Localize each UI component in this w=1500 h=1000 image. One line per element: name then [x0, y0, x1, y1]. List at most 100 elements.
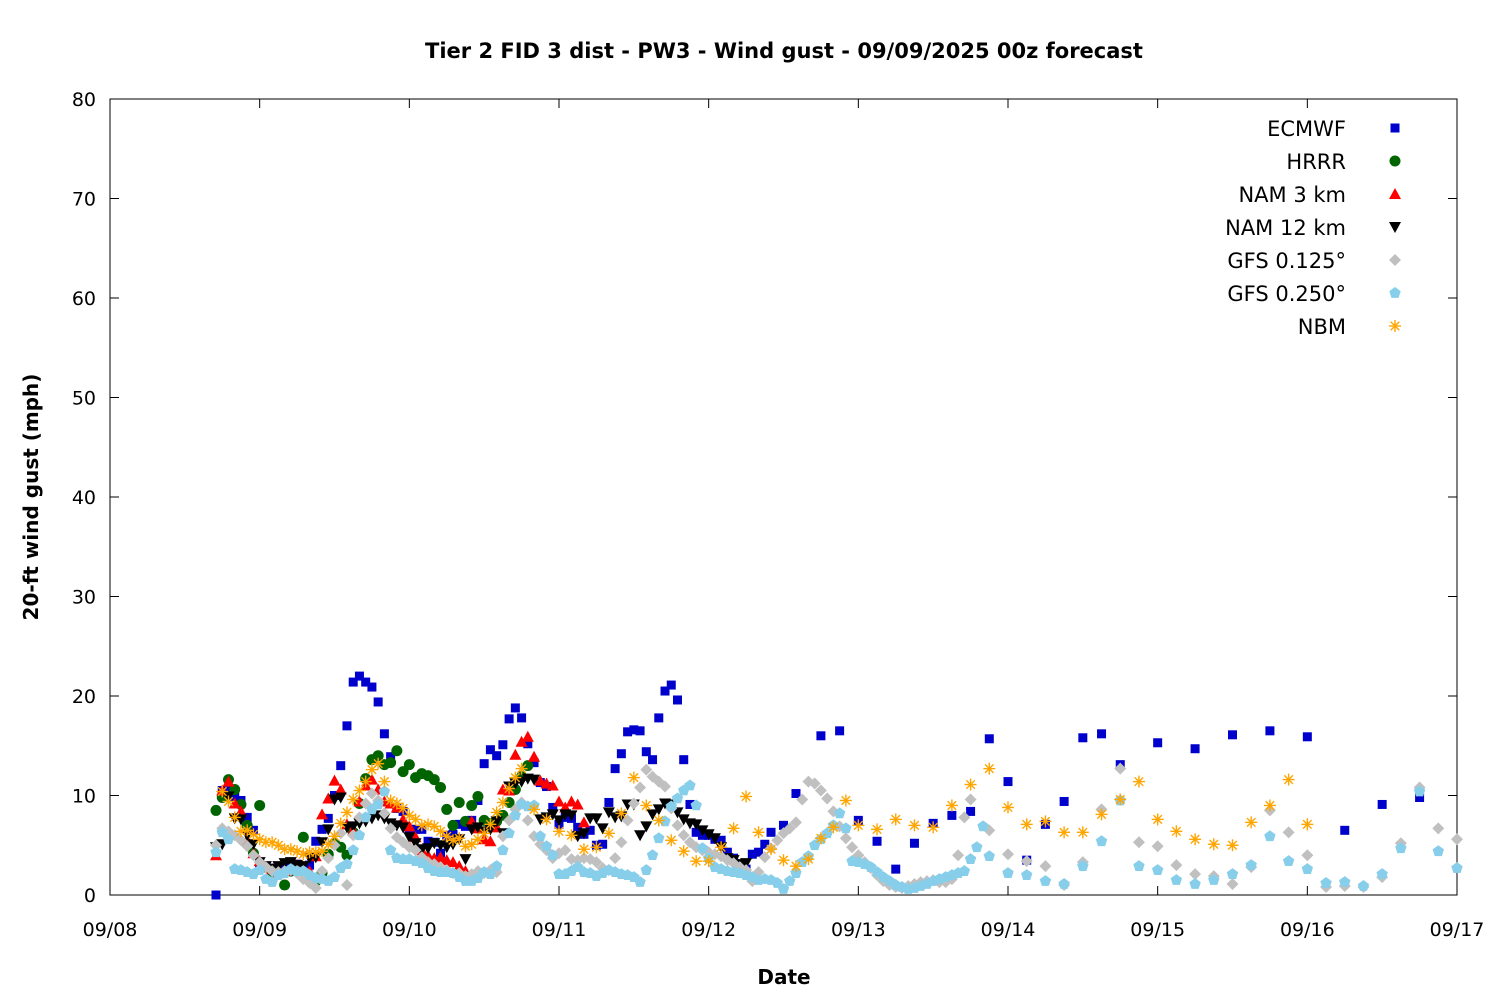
data-point — [353, 784, 366, 797]
data-point — [1226, 839, 1239, 852]
data-point — [760, 839, 770, 849]
data-point — [1282, 826, 1295, 839]
data-point — [983, 762, 996, 775]
data-point — [228, 797, 241, 809]
data-point — [334, 783, 347, 795]
data-point — [889, 813, 902, 826]
legend-marker — [1389, 320, 1401, 332]
data-point — [945, 799, 958, 812]
data-point — [1039, 815, 1052, 828]
data-point — [216, 826, 228, 838]
data-point — [509, 771, 522, 784]
data-point — [521, 730, 534, 742]
data-point — [646, 849, 659, 861]
data-point — [623, 727, 633, 737]
y-axis-title: 20-ft wind gust (mph) — [19, 374, 43, 621]
data-point — [615, 807, 628, 820]
data-point — [384, 844, 397, 856]
data-point — [241, 840, 254, 853]
data-point — [577, 828, 590, 840]
data-point — [839, 832, 852, 845]
data-point — [253, 864, 266, 875]
data-point — [666, 680, 676, 690]
data-point — [629, 725, 639, 735]
data-point — [428, 774, 440, 786]
x-tick-label: 09/09 — [232, 919, 287, 941]
data-point — [852, 819, 865, 832]
data-point — [1003, 777, 1013, 787]
data-point — [677, 845, 690, 858]
data-point — [423, 836, 433, 846]
data-point — [422, 818, 435, 831]
data-point — [814, 784, 827, 797]
data-point — [964, 778, 977, 791]
data-point — [373, 697, 383, 707]
data-point — [309, 882, 322, 895]
data-point — [1301, 818, 1314, 831]
data-point — [553, 815, 565, 827]
data-point — [459, 840, 472, 853]
data-point — [503, 827, 515, 839]
data-point — [441, 803, 453, 815]
data-point — [509, 748, 522, 760]
data-point — [222, 833, 235, 845]
y-axis: 0 10 20 30 40 50 60 70 80 — [72, 89, 1457, 907]
data-point — [615, 836, 628, 849]
data-point — [771, 877, 783, 888]
x-tick-label: 09/10 — [382, 919, 437, 941]
data-point — [1114, 793, 1127, 806]
data-point — [521, 814, 534, 827]
data-point — [727, 822, 740, 835]
data-point — [1170, 859, 1183, 872]
data-point — [309, 846, 322, 859]
data-point — [571, 831, 584, 843]
data-point — [534, 830, 546, 842]
data-point — [1208, 874, 1220, 885]
data-point — [808, 777, 821, 790]
data-point — [378, 775, 391, 788]
data-point — [559, 844, 572, 857]
data-point — [646, 809, 659, 821]
data-point — [1413, 785, 1426, 797]
x-tick-label: 09/08 — [83, 919, 138, 941]
data-point — [789, 860, 802, 873]
data-point — [323, 813, 333, 823]
data-point — [228, 811, 241, 824]
data-point — [316, 808, 329, 820]
data-point — [1301, 863, 1314, 874]
data-point — [827, 821, 840, 834]
data-point — [964, 793, 977, 806]
y-tick-label: 30 — [72, 587, 96, 609]
data-point — [766, 827, 776, 837]
data-point — [540, 840, 553, 852]
data-point — [802, 853, 815, 866]
data-point — [685, 799, 695, 809]
data-point — [517, 713, 527, 723]
data-point — [328, 774, 341, 786]
data-point — [453, 860, 466, 872]
legend-marker — [1389, 188, 1401, 199]
data-point — [1020, 818, 1033, 831]
y-tick-label: 10 — [72, 786, 96, 808]
data-point — [909, 838, 919, 848]
data-point — [1301, 849, 1314, 862]
data-point — [634, 876, 646, 887]
data-point — [927, 821, 940, 834]
data-point — [640, 799, 653, 812]
data-point — [211, 890, 221, 900]
data-point — [1190, 744, 1200, 754]
y-tick-label: 60 — [72, 288, 96, 310]
x-tick-label: 09/17 — [1430, 919, 1485, 941]
data-point — [247, 828, 260, 841]
data-point — [372, 750, 384, 762]
data-point — [471, 822, 484, 834]
data-point — [708, 833, 721, 845]
data-point — [771, 834, 784, 847]
data-point — [391, 745, 403, 757]
legend-label: HRRR — [1286, 150, 1346, 174]
data-point — [372, 757, 385, 770]
data-point — [365, 787, 378, 800]
data-point — [758, 851, 771, 864]
data-point — [634, 830, 647, 842]
data-point — [247, 849, 260, 862]
